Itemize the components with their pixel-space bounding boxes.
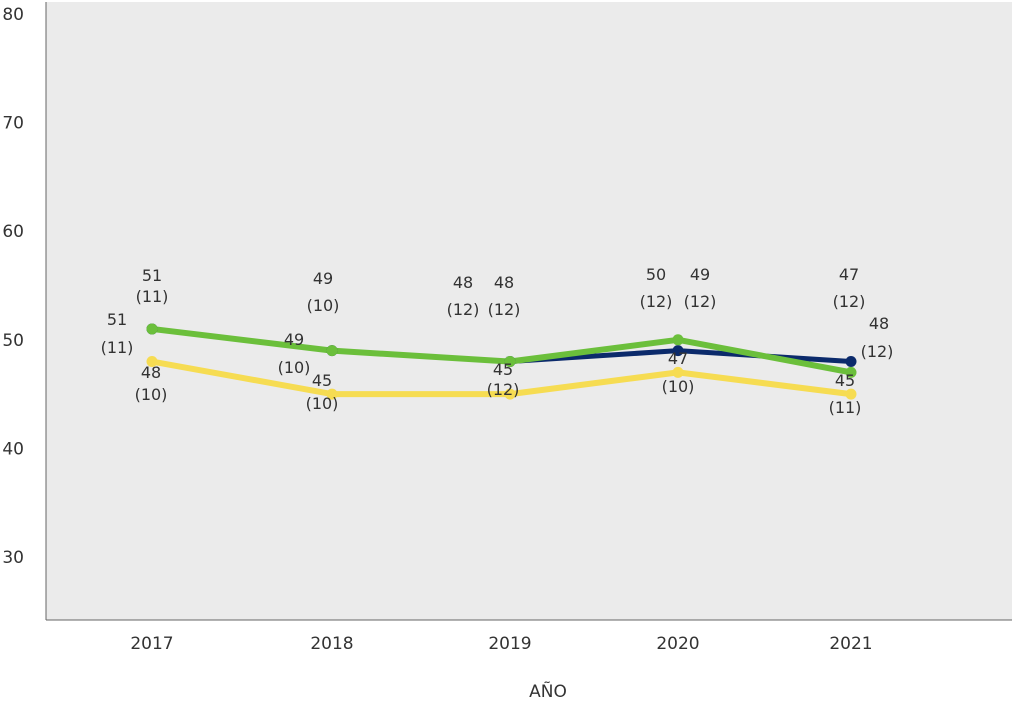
data-label: 50 [646,265,666,284]
x-tick-label: 2021 [829,634,872,654]
data-point [504,356,516,368]
y-tick-labels: 30 40 50 60 70 80 [2,5,24,568]
data-sublabel: (10) [278,358,311,377]
data-label: 48 [494,273,514,292]
data-point [845,356,857,368]
data-label: 45 [312,371,332,390]
data-point [672,345,684,357]
data-sublabel: (10) [307,296,340,315]
data-label: 51 [107,310,127,329]
y-tick-label: 80 [2,5,24,25]
data-point [672,366,684,378]
x-axis-title: AÑO [529,680,567,702]
data-point [326,345,338,357]
data-point [672,334,684,346]
data-sublabel: (12) [488,300,521,319]
data-point [146,323,158,335]
data-label: 49 [690,265,710,284]
series-points [146,323,857,400]
data-sublabel: (12) [684,292,717,311]
data-sublabel: (12) [487,380,520,399]
data-point [146,356,158,368]
data-label: 47 [839,265,859,284]
data-label: 49 [313,269,333,288]
data-sublabel: (11) [136,287,169,306]
y-tick-label: 40 [2,439,24,459]
y-tick-label: 50 [2,331,24,351]
y-tick-label: 30 [2,548,24,568]
data-point [326,388,338,400]
data-label: 45 [835,371,855,390]
data-sublabel: (12) [640,292,673,311]
data-label: 51 [142,266,162,285]
data-label: 45 [493,360,513,379]
data-sublabel: (10) [306,394,339,413]
data-label: 48 [141,363,161,382]
y-tick-label: 60 [2,222,24,242]
x-tick-labels: 2017 2018 2019 2020 2021 [130,634,872,654]
data-label: 49 [284,330,304,349]
data-point [845,366,857,378]
data-sublabel: (11) [101,338,134,357]
data-label: 48 [869,314,889,333]
data-sublabel: (10) [662,377,695,396]
y-tick-label: 70 [2,114,24,134]
data-sublabel: (10) [135,385,168,404]
plot-area [46,2,1012,620]
x-tick-label: 2018 [310,634,353,654]
data-sublabel: (12) [447,300,480,319]
data-label: 47 [668,349,688,368]
data-point [845,388,857,400]
data-sublabel: (11) [829,398,862,417]
data-sublabel: (12) [861,342,894,361]
data-point [504,388,516,400]
x-tick-label: 2020 [656,634,699,654]
x-tick-label: 2017 [130,634,173,654]
data-sublabel: (12) [833,292,866,311]
data-labels: 51(11)49(10)48(12)50(12)47(12)51(11) 49(1… [101,265,894,417]
data-label: 48 [453,273,473,292]
x-tick-label: 2019 [488,634,531,654]
